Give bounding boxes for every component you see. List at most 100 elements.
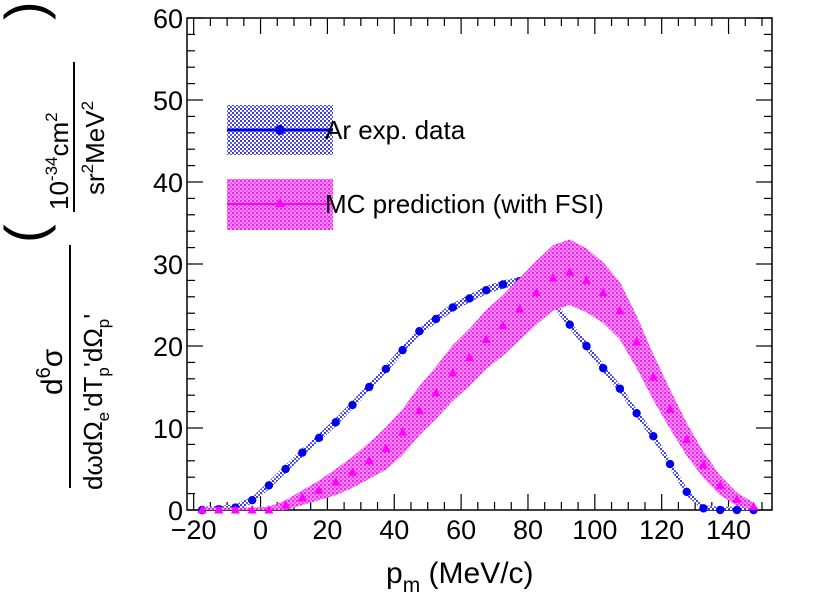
x-tick-label: −20 [171, 515, 217, 545]
series-mc-point [448, 368, 458, 377]
series-ar-point [264, 481, 274, 490]
series-mc-point [565, 267, 575, 276]
series-mc-point [414, 405, 424, 415]
series-ar-point [364, 382, 374, 392]
y-tick-label: 40 [153, 168, 183, 198]
series-mc-point [281, 500, 291, 509]
series-ar-point [331, 418, 340, 427]
series-mc-point [648, 372, 658, 381]
y-title-unit-numerator: 10-34cm2 [42, 112, 74, 210]
series-mc-point [481, 334, 491, 343]
y-title-paren-left: ( [0, 224, 56, 243]
series-mc-point [498, 320, 508, 329]
x-tick-label: 80 [513, 515, 543, 545]
series-mc-point [297, 492, 307, 502]
legend-swatch-ar-marker [275, 125, 285, 135]
series-mc-point [515, 304, 525, 313]
x-tick-label: 140 [706, 515, 751, 545]
series-ar-point [682, 487, 691, 497]
series-mc-point [431, 387, 441, 397]
x-axis-title-main: p [386, 557, 403, 590]
y-title-denominator: dωdΩe'dTp'dΩp' [78, 314, 113, 490]
series-ar-point [431, 314, 441, 324]
y-tick-label: 60 [153, 4, 183, 34]
x-tick-label: 100 [572, 515, 617, 545]
y-tick-label: 20 [153, 332, 183, 362]
y-title-unit-denominator: sr2MeV2 [78, 101, 110, 195]
series-mc [197, 239, 759, 514]
series-ar-point [732, 505, 742, 515]
series-ar-point [582, 341, 591, 351]
y-axis-title: d6σ dωdΩe'dTp'dΩp' ( ) 10-34cm2 sr2MeV2 [0, 1, 113, 490]
series-ar-point [398, 345, 407, 355]
legend-swatch-mc-marker [275, 198, 285, 207]
legend-label-ar-data: Ar exp. data [325, 115, 466, 145]
series-mc-point [197, 505, 207, 514]
series-mc-point [247, 505, 257, 514]
series-mc-point [381, 443, 391, 452]
series-ar-point [598, 363, 608, 373]
x-tick-label: 20 [312, 515, 342, 545]
series-mc-point [264, 505, 274, 514]
y-tick-label: 0 [168, 496, 183, 526]
series-ar-point [298, 448, 307, 457]
series-ar-point [481, 286, 491, 295]
x-axis-title-sub: m [403, 574, 421, 597]
series-mc-point [665, 404, 675, 413]
x-tick-label: 60 [446, 515, 476, 545]
series-ar-point [465, 294, 474, 303]
legend: Ar exp. data MC prediction (with FSI) [227, 105, 604, 230]
series-ar-point [415, 327, 424, 336]
series-ar-point [649, 432, 658, 441]
series-ar-point [498, 280, 508, 289]
series-mc-point [632, 336, 642, 346]
series-mc-point [398, 427, 408, 436]
legend-label-mc-prediction: MC prediction (with FSI) [325, 189, 604, 219]
series-mc-point [464, 352, 474, 361]
y-tick-label: 30 [153, 250, 183, 280]
series-mc-point [615, 305, 625, 315]
series-mc-point [732, 494, 742, 503]
series-mc-point [364, 455, 374, 465]
y-title-paren-right: ) [0, 1, 56, 20]
series-mc-point [581, 275, 591, 284]
series-mc-point [598, 287, 608, 297]
y-title-numerator: d6σ [33, 348, 69, 395]
x-tick-label: 0 [253, 515, 268, 545]
series-ar-point [665, 459, 675, 469]
series-ar-point [632, 409, 641, 418]
series-mc-point [347, 467, 357, 476]
x-tick-label: 40 [379, 515, 409, 545]
x-axis-title: pm (MeV/c) [386, 557, 534, 597]
legend-entry-mc-prediction: MC prediction (with FSI) [227, 179, 604, 230]
series-mc-point [230, 505, 240, 514]
series-ar-point [281, 464, 290, 474]
series-mc-point [531, 287, 541, 297]
y-tick-label: 10 [153, 414, 183, 444]
series-ar-point [565, 320, 574, 329]
series-ar-point [699, 504, 708, 513]
y-tick-label: 50 [153, 86, 183, 116]
series-ar-point [381, 364, 391, 374]
x-axis-title-unit: (MeV/c) [420, 557, 533, 590]
legend-entry-ar-data: Ar exp. data [227, 105, 466, 155]
data-layer [197, 239, 759, 515]
series-ar-point [448, 303, 457, 312]
series-ar-point [314, 433, 324, 443]
series-ar-point [615, 384, 625, 393]
series-mc-point [331, 477, 341, 486]
series-mc-band [202, 239, 754, 510]
series-ar-point [247, 495, 257, 505]
series-mc-point [682, 434, 692, 443]
x-tick-label: 120 [639, 515, 684, 545]
series-mc-point [314, 485, 324, 494]
series-mc-point [214, 505, 224, 514]
series-mc-point [698, 459, 708, 469]
series-mc-point [715, 480, 725, 489]
series-ar-point [715, 505, 725, 515]
series-mc-point [749, 501, 759, 511]
series-ar [197, 277, 758, 515]
series-mc-point [548, 272, 558, 282]
